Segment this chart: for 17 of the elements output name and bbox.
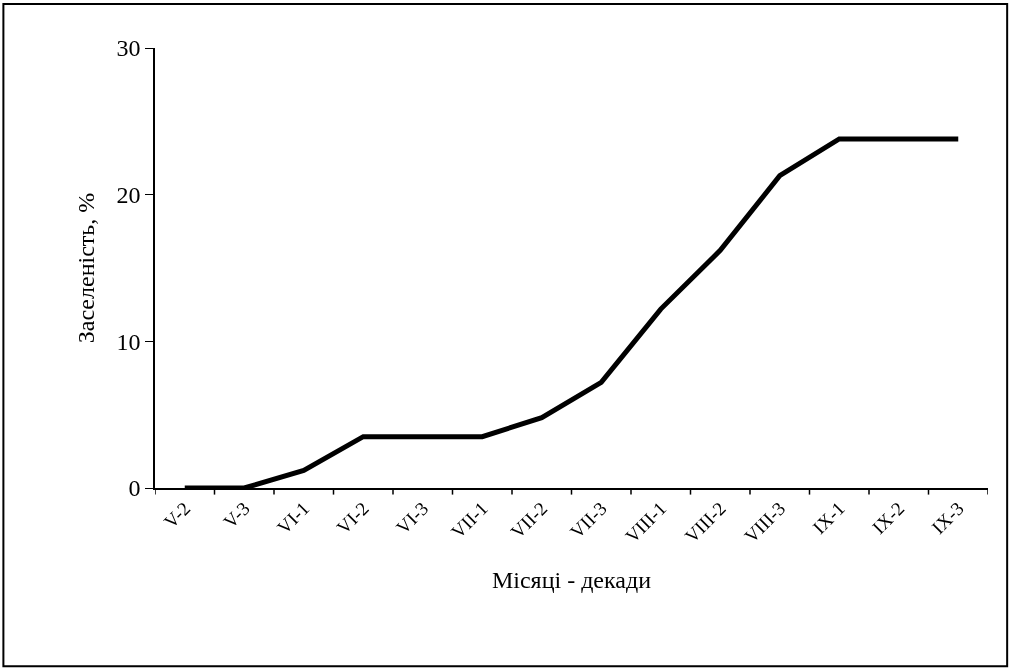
y-tick-label: 0 bbox=[128, 475, 141, 502]
y-tick-label: 20 bbox=[116, 182, 141, 209]
x-tick-label: VI-3 bbox=[392, 497, 433, 538]
x-axis-title: Місяці - декади bbox=[491, 566, 652, 593]
x-tick-label: VII-3 bbox=[566, 497, 611, 543]
x-tick-label: IX-3 bbox=[927, 497, 968, 538]
x-tick-label: VI-2 bbox=[332, 497, 373, 538]
y-tick-label: 10 bbox=[116, 328, 141, 355]
x-tick-label: VII-2 bbox=[506, 497, 552, 543]
x-tick-label: VI-1 bbox=[273, 497, 314, 538]
y-axis-title: Заселеність, % bbox=[73, 192, 100, 344]
x-tick-label: IX-1 bbox=[808, 497, 849, 538]
x-tick-label: IX-2 bbox=[868, 497, 909, 538]
y-tick-label: 30 bbox=[116, 35, 141, 62]
x-tick-label: V-3 bbox=[219, 497, 254, 533]
x-tick-label: VII-1 bbox=[447, 497, 492, 543]
x-tick-label: V-2 bbox=[159, 497, 195, 533]
